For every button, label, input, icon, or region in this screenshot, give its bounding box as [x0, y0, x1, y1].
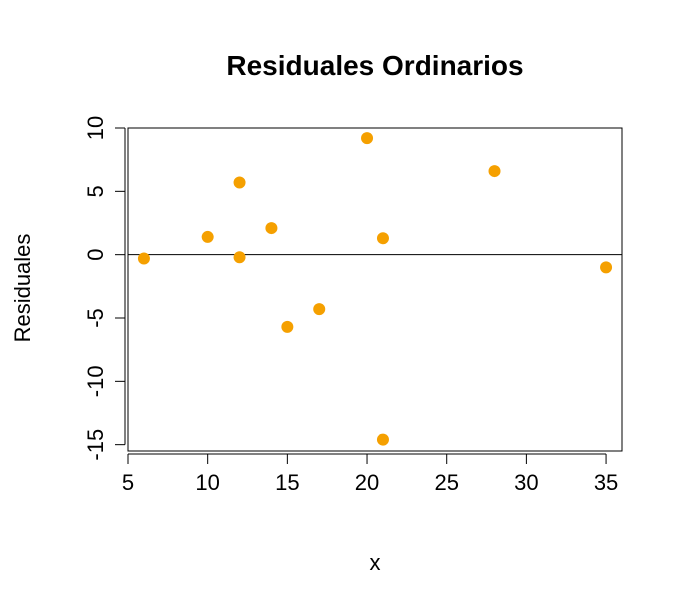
plot-frame [127, 127, 623, 452]
y-tick-label: -5 [83, 308, 108, 328]
y-tick-label: -10 [83, 365, 108, 397]
data-point [233, 176, 246, 189]
data-point [137, 252, 150, 265]
data-point [265, 222, 278, 235]
x-tick-label: 15 [275, 470, 299, 495]
data-point [376, 433, 389, 446]
data-point [281, 320, 294, 333]
y-tick-label: 10 [83, 116, 108, 140]
data-point [600, 261, 613, 274]
data-point [361, 132, 374, 145]
data-point [233, 251, 246, 264]
y-tick-label: 0 [83, 249, 108, 261]
data-point [313, 303, 326, 316]
x-tick-label: 35 [594, 470, 618, 495]
x-tick-label: 20 [355, 470, 379, 495]
x-tick-label: 30 [514, 470, 538, 495]
x-axis-label: x [370, 550, 381, 575]
chart-title: Residuales Ordinarios [226, 50, 523, 81]
y-tick-label: -15 [83, 429, 108, 461]
x-tick-label: 25 [434, 470, 458, 495]
data-point [376, 232, 389, 245]
y-tick-label: 5 [83, 185, 108, 197]
x-tick-label: 5 [122, 470, 134, 495]
x-tick-label: 10 [195, 470, 219, 495]
data-point [488, 165, 501, 178]
y-axis-label: Residuales [10, 234, 35, 343]
data-point [201, 230, 214, 243]
